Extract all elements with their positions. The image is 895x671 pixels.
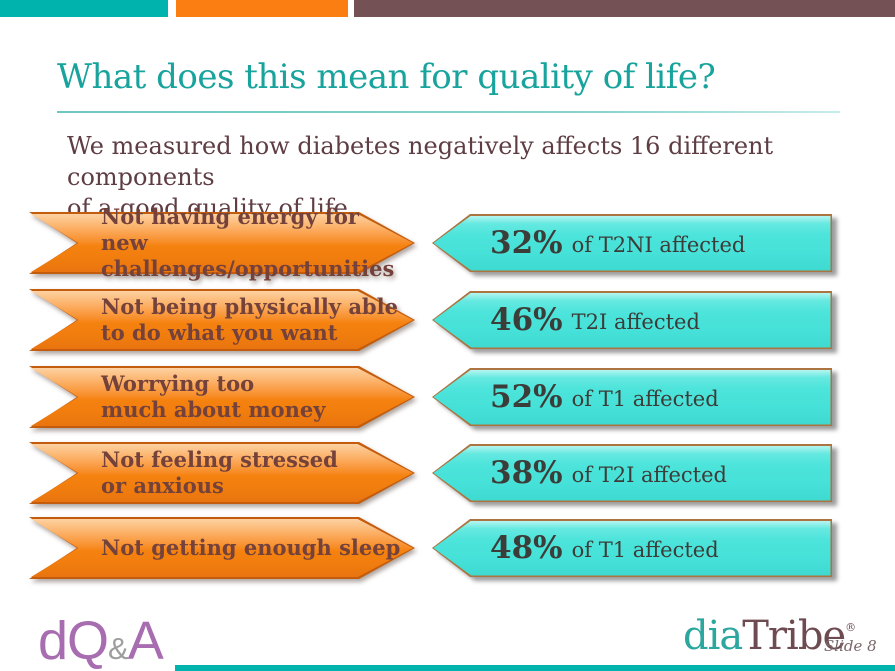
category-label: Not having energy for new challenges/opp…	[101, 204, 401, 281]
title-underline	[57, 111, 840, 113]
stat-label: 32% of T2NI affected	[490, 214, 824, 272]
stat-detail: of T2I affected	[571, 463, 727, 487]
stat-box: 52% of T1 affected	[432, 368, 832, 426]
stat-percent: 46%	[490, 302, 563, 338]
category-label-line2: much about money	[101, 397, 326, 422]
top-bar-segment-orange	[176, 0, 348, 17]
category-label: Worrying too much about money	[101, 366, 401, 428]
category-label-line1: Not having energy for new	[101, 204, 359, 255]
stat-box: 38% of T2I affected	[432, 444, 832, 502]
stat-percent: 48%	[490, 530, 563, 566]
stat-box: 46% T2I affected	[432, 291, 832, 349]
stat-row: Not being physically able to do what you…	[0, 289, 895, 351]
intro-text: We measured how diabetes negatively affe…	[67, 131, 867, 224]
stat-label: 52% of T1 affected	[490, 368, 824, 426]
stat-detail: of T1 affected	[571, 387, 719, 411]
category-label-line1: Not feeling stressed	[101, 447, 338, 472]
stat-label: 38% of T2I affected	[490, 444, 824, 502]
stat-percent: 32%	[490, 225, 563, 261]
category-arrow: Not being physically able to do what you…	[29, 289, 415, 351]
dqa-logo-a: A	[127, 611, 164, 671]
intro-line-1: We measured how diabetes negatively affe…	[67, 132, 774, 191]
dqa-logo-dq: dQ	[38, 611, 109, 671]
diatribe-logo-dia: dia	[683, 613, 743, 659]
dqa-logo-ampersand: &	[108, 631, 129, 666]
registered-mark-icon: ®	[845, 621, 857, 634]
stat-row: Worrying too much about money 52% of T1 …	[0, 366, 895, 428]
category-label-line1: Worrying too	[101, 371, 255, 396]
slide-title: What does this mean for quality of life?	[57, 57, 716, 97]
category-arrow: Not having energy for new challenges/opp…	[29, 204, 415, 281]
dqa-logo: dQ&A	[38, 610, 164, 671]
stat-detail: of T1 affected	[571, 538, 719, 562]
slide-number: Slide 8	[824, 637, 877, 655]
stat-percent: 52%	[490, 379, 563, 415]
category-arrow: Not getting enough sleep	[29, 517, 415, 579]
stat-box: 48% of T1 affected	[432, 519, 832, 577]
top-bar-segment-teal	[0, 0, 168, 17]
category-label: Not being physically able to do what you…	[101, 289, 401, 351]
category-label-line2: challenges/opportunities	[101, 256, 395, 281]
diatribe-logo: diaTribe®	[683, 613, 856, 659]
bottom-accent-bar	[175, 665, 895, 671]
stat-detail: T2I affected	[571, 310, 700, 334]
diatribe-logo-tribe: Tribe	[742, 613, 846, 659]
stat-row: Not having energy for new challenges/opp…	[0, 204, 895, 281]
top-bar-segment-brown	[354, 0, 895, 17]
stat-row: Not feeling stressed or anxious 38% of T…	[0, 442, 895, 504]
category-arrow: Not feeling stressed or anxious	[29, 442, 415, 504]
stat-label: 46% T2I affected	[490, 291, 824, 349]
stat-percent: 38%	[490, 455, 563, 491]
stat-label: 48% of T1 affected	[490, 519, 824, 577]
category-label-line1: Not getting enough sleep	[101, 535, 401, 560]
category-label: Not feeling stressed or anxious	[101, 442, 401, 504]
category-label-line2: to do what you want	[101, 320, 338, 345]
category-label: Not getting enough sleep	[101, 517, 401, 579]
top-accent-bar	[0, 0, 895, 17]
category-label-line1: Not being physically able	[101, 294, 398, 319]
stat-detail: of T2NI affected	[571, 233, 746, 257]
stat-box: 32% of T2NI affected	[432, 214, 832, 272]
category-arrow: Worrying too much about money	[29, 366, 415, 428]
category-label-line2: or anxious	[101, 473, 224, 498]
stat-row: Not getting enough sleep 48% of T1 affec…	[0, 517, 895, 579]
